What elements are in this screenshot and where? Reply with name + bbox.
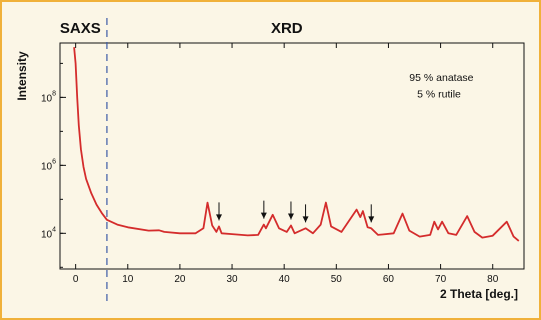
x-tick-label: 60 [383, 274, 395, 285]
series-line [73, 47, 520, 242]
arrow-head [287, 213, 294, 220]
x-tick-label: 10 [122, 274, 134, 285]
plot-frame [59, 42, 525, 270]
x-tick-label: 0 [73, 274, 79, 285]
x-tick-label: 70 [435, 274, 447, 285]
arrow-head [368, 216, 375, 223]
region-label-xrd: XRD [271, 20, 303, 37]
arrow-head [302, 216, 309, 223]
y-tick-label: 104 [41, 226, 56, 240]
y-tick-label: 106 [41, 158, 56, 172]
x-tick-label: 20 [174, 274, 186, 285]
y-axis-ticks: 104 106 108 [41, 62, 66, 268]
y-tick-label: 108 [41, 90, 56, 104]
x-axis-label: 2 Theta [deg.] [440, 287, 518, 301]
peak-arrows [216, 200, 375, 223]
region-label-saxs: SAXS [60, 20, 101, 37]
x-tick-label: 80 [487, 274, 499, 285]
x-tick-label: 50 [331, 274, 343, 285]
x-axis-ticks: 0 10 20 30 40 50 60 70 80 [73, 43, 499, 285]
arrow-head [260, 212, 267, 219]
arrow-head [216, 214, 223, 221]
y-axis-label: Intensity [15, 51, 29, 101]
annotation-anatase: 95 % anatase [409, 72, 473, 84]
annotation-rutile: 5 % rutile [417, 88, 461, 100]
x-tick-label: 40 [279, 274, 291, 285]
x-tick-label: 30 [226, 274, 238, 285]
